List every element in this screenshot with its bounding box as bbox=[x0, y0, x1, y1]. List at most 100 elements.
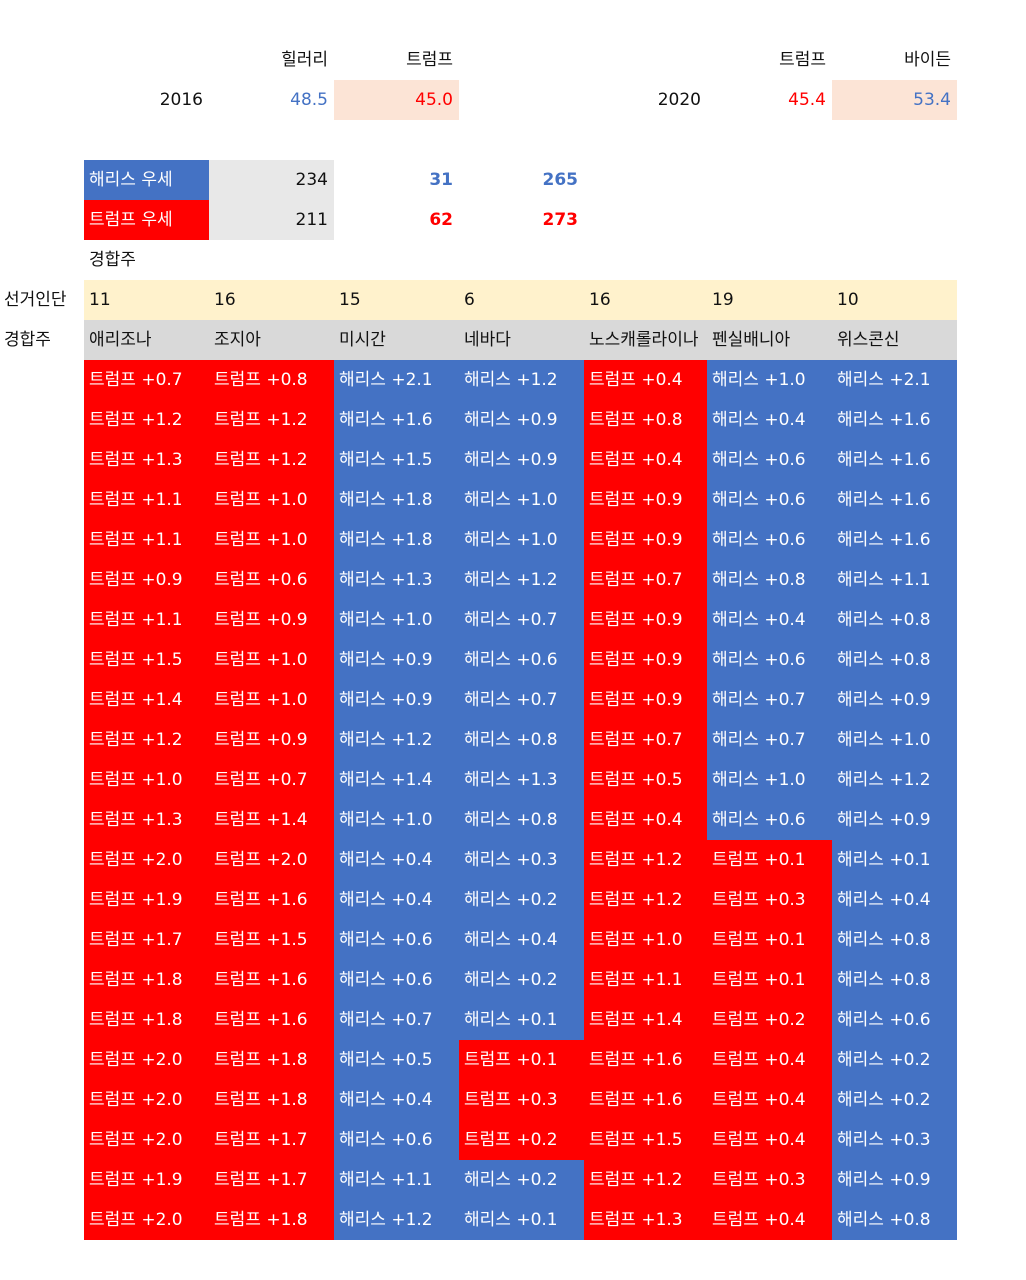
trump-margin-cell: 트럼프 +1.6 bbox=[209, 1000, 334, 1040]
harris-margin-cell: 해리스 +0.4 bbox=[832, 880, 957, 920]
harris-margin-cell: 해리스 +0.1 bbox=[459, 1000, 584, 1040]
harris-margin-cell: 해리스 +0.9 bbox=[459, 440, 584, 480]
trump-margin-cell: 트럼프 +1.5 bbox=[209, 920, 334, 960]
harris-margin-cell: 해리스 +1.6 bbox=[832, 400, 957, 440]
trump-swing-votes: 62 bbox=[429, 210, 453, 230]
harris-margin-cell: 해리스 +0.1 bbox=[832, 840, 957, 880]
harris-margin-cell: 해리스 +1.8 bbox=[334, 520, 459, 560]
trump-margin-cell: 트럼프 +1.0 bbox=[209, 680, 334, 720]
harris-margin-cell: 해리스 +1.0 bbox=[334, 600, 459, 640]
trump-margin-cell: 트럼프 +1.1 bbox=[84, 480, 209, 520]
trump-margin-cell: 트럼프 +0.3 bbox=[707, 880, 832, 920]
electors-cell: 6 bbox=[459, 280, 584, 320]
harris-margin-cell: 해리스 +0.8 bbox=[832, 920, 957, 960]
trump-margin-cell: 트럼프 +0.9 bbox=[584, 640, 709, 680]
trump-margin-cell: 트럼프 +1.3 bbox=[84, 440, 209, 480]
header-trump-2016: 트럼프 bbox=[406, 50, 453, 70]
result-2016-clinton: 48.5 bbox=[290, 90, 328, 110]
trump-margin-cell: 트럼프 +0.1 bbox=[459, 1040, 584, 1080]
trump-margin-cell: 트럼프 +1.3 bbox=[584, 1200, 709, 1240]
state-name-cell: 펜실배니아 bbox=[707, 320, 832, 360]
harris-margin-cell: 해리스 +0.4 bbox=[707, 600, 832, 640]
trump-margin-cell: 트럼프 +1.7 bbox=[209, 1120, 334, 1160]
trump-margin-cell: 트럼프 +1.0 bbox=[209, 480, 334, 520]
trump-margin-cell: 트럼프 +0.7 bbox=[209, 760, 334, 800]
year-2016: 2016 bbox=[159, 90, 203, 110]
trump-margin-cell: 트럼프 +0.6 bbox=[209, 560, 334, 600]
harris-margin-cell: 해리스 +0.8 bbox=[832, 640, 957, 680]
trump-margin-cell: 트럼프 +0.4 bbox=[584, 800, 709, 840]
trump-margin-cell: 트럼프 +0.4 bbox=[707, 1080, 832, 1120]
harris-margin-cell: 해리스 +0.2 bbox=[459, 1160, 584, 1200]
harris-margin-cell: 해리스 +0.8 bbox=[832, 600, 957, 640]
trump-margin-cell: 트럼프 +2.0 bbox=[84, 1080, 209, 1120]
electors-row-label: 선거인단 bbox=[4, 290, 67, 310]
harris-margin-cell: 해리스 +0.6 bbox=[334, 960, 459, 1000]
trump-margin-cell: 트럼프 +1.4 bbox=[84, 680, 209, 720]
harris-margin-cell: 해리스 +0.9 bbox=[334, 640, 459, 680]
trump-margin-cell: 트럼프 +1.6 bbox=[209, 880, 334, 920]
header-trump-2020: 트럼프 bbox=[779, 50, 826, 70]
trump-margin-cell: 트럼프 +1.0 bbox=[209, 640, 334, 680]
harris-margin-cell: 해리스 +1.0 bbox=[334, 800, 459, 840]
trump-margin-cell: 트럼프 +1.2 bbox=[209, 400, 334, 440]
harris-margin-cell: 해리스 +1.2 bbox=[334, 720, 459, 760]
trump-margin-cell: 트럼프 +1.9 bbox=[84, 880, 209, 920]
harris-margin-cell: 해리스 +1.6 bbox=[832, 520, 957, 560]
trump-margin-cell: 트럼프 +0.4 bbox=[707, 1120, 832, 1160]
harris-margin-cell: 해리스 +2.1 bbox=[832, 360, 957, 400]
trump-margin-cell: 트럼프 +2.0 bbox=[84, 840, 209, 880]
trump-margin-cell: 트럼프 +1.6 bbox=[584, 1040, 709, 1080]
trump-margin-cell: 트럼프 +1.2 bbox=[84, 400, 209, 440]
harris-margin-cell: 해리스 +0.9 bbox=[832, 680, 957, 720]
states-row-label: 경합주 bbox=[4, 330, 51, 350]
harris-margin-cell: 해리스 +0.6 bbox=[707, 440, 832, 480]
electors-cell: 10 bbox=[832, 280, 957, 320]
trump-margin-cell: 트럼프 +2.0 bbox=[84, 1040, 209, 1080]
harris-margin-cell: 해리스 +0.8 bbox=[832, 1200, 957, 1240]
result-2020-biden: 53.4 bbox=[832, 80, 957, 120]
harris-margin-cell: 해리스 +0.7 bbox=[707, 720, 832, 760]
trump-margin-cell: 트럼프 +0.1 bbox=[707, 960, 832, 1000]
trump-margin-cell: 트럼프 +0.1 bbox=[707, 920, 832, 960]
harris-margin-cell: 해리스 +1.2 bbox=[334, 1200, 459, 1240]
trump-margin-cell: 트럼프 +0.2 bbox=[707, 1000, 832, 1040]
trump-safe-votes: 211 bbox=[209, 200, 334, 240]
harris-margin-cell: 해리스 +0.7 bbox=[459, 600, 584, 640]
trump-margin-cell: 트럼프 +0.7 bbox=[584, 560, 709, 600]
trump-margin-cell: 트럼프 +0.4 bbox=[584, 360, 709, 400]
trump-margin-cell: 트럼프 +1.0 bbox=[84, 760, 209, 800]
trump-margin-cell: 트럼프 +0.3 bbox=[459, 1080, 584, 1120]
harris-margin-cell: 해리스 +1.1 bbox=[334, 1160, 459, 1200]
trump-margin-cell: 트럼프 +1.8 bbox=[209, 1080, 334, 1120]
trump-margin-cell: 트럼프 +1.2 bbox=[584, 1160, 709, 1200]
harris-margin-cell: 해리스 +1.3 bbox=[459, 760, 584, 800]
trump-margin-cell: 트럼프 +0.8 bbox=[209, 360, 334, 400]
trump-margin-cell: 트럼프 +1.6 bbox=[209, 960, 334, 1000]
trump-margin-cell: 트럼프 +0.8 bbox=[584, 400, 709, 440]
harris-margin-cell: 해리스 +0.8 bbox=[832, 960, 957, 1000]
trump-margin-cell: 트럼프 +0.2 bbox=[459, 1120, 584, 1160]
harris-lead-label: 해리스 우세 bbox=[84, 160, 209, 200]
harris-margin-cell: 해리스 +0.4 bbox=[707, 400, 832, 440]
electors-cell: 11 bbox=[84, 280, 209, 320]
harris-margin-cell: 해리스 +0.6 bbox=[707, 800, 832, 840]
trump-margin-cell: 트럼프 +1.4 bbox=[209, 800, 334, 840]
harris-margin-cell: 해리스 +0.3 bbox=[459, 840, 584, 880]
harris-margin-cell: 해리스 +0.1 bbox=[459, 1200, 584, 1240]
trump-margin-cell: 트럼프 +0.1 bbox=[707, 840, 832, 880]
state-name-cell: 조지아 bbox=[209, 320, 334, 360]
state-name-cell: 미시간 bbox=[334, 320, 459, 360]
harris-margin-cell: 해리스 +0.6 bbox=[334, 920, 459, 960]
swing-states-caption: 경합주 bbox=[89, 250, 136, 270]
trump-lead-label: 트럼프 우세 bbox=[84, 200, 209, 240]
harris-margin-cell: 해리스 +1.0 bbox=[459, 480, 584, 520]
harris-margin-cell: 해리스 +0.2 bbox=[459, 960, 584, 1000]
trump-margin-cell: 트럼프 +0.9 bbox=[209, 600, 334, 640]
electors-cell: 15 bbox=[334, 280, 459, 320]
harris-margin-cell: 해리스 +1.2 bbox=[459, 560, 584, 600]
harris-margin-cell: 해리스 +0.7 bbox=[459, 680, 584, 720]
harris-margin-cell: 해리스 +0.2 bbox=[459, 880, 584, 920]
trump-margin-cell: 트럼프 +1.1 bbox=[84, 600, 209, 640]
harris-margin-cell: 해리스 +1.0 bbox=[832, 720, 957, 760]
